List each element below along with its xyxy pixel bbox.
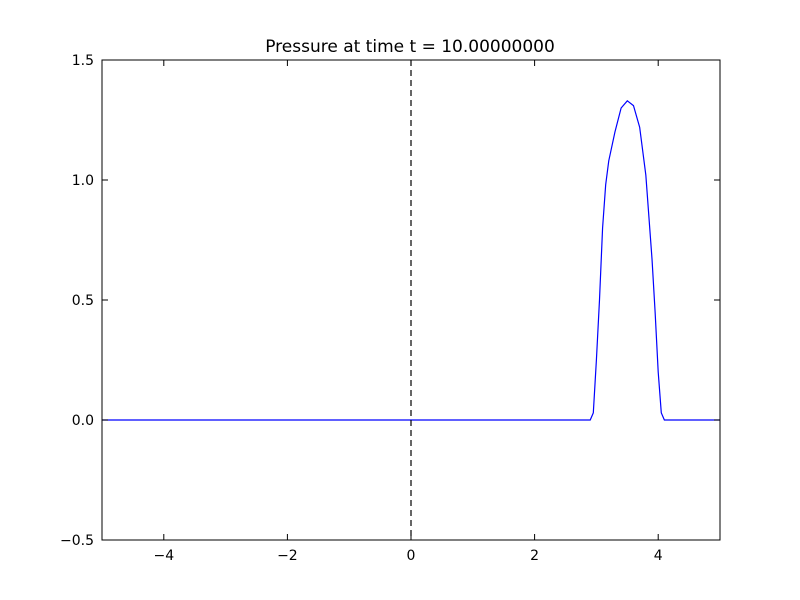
y-tick-label: 1.0: [72, 173, 94, 189]
x-tick-label: −4: [153, 548, 174, 564]
y-tick-label: 0.5: [72, 293, 94, 309]
x-tick-label: 4: [654, 548, 663, 564]
x-tick-label: 0: [407, 548, 416, 564]
y-tick-label: 1.5: [72, 53, 94, 69]
data-line: [102, 99, 720, 421]
x-tick-label: 2: [530, 548, 539, 564]
y-tick-label: −0.5: [60, 533, 94, 549]
x-tick-label: −2: [277, 548, 298, 564]
chart-title: Pressure at time t = 10.00000000: [265, 37, 555, 57]
y-tick-label: 0.0: [72, 413, 94, 429]
